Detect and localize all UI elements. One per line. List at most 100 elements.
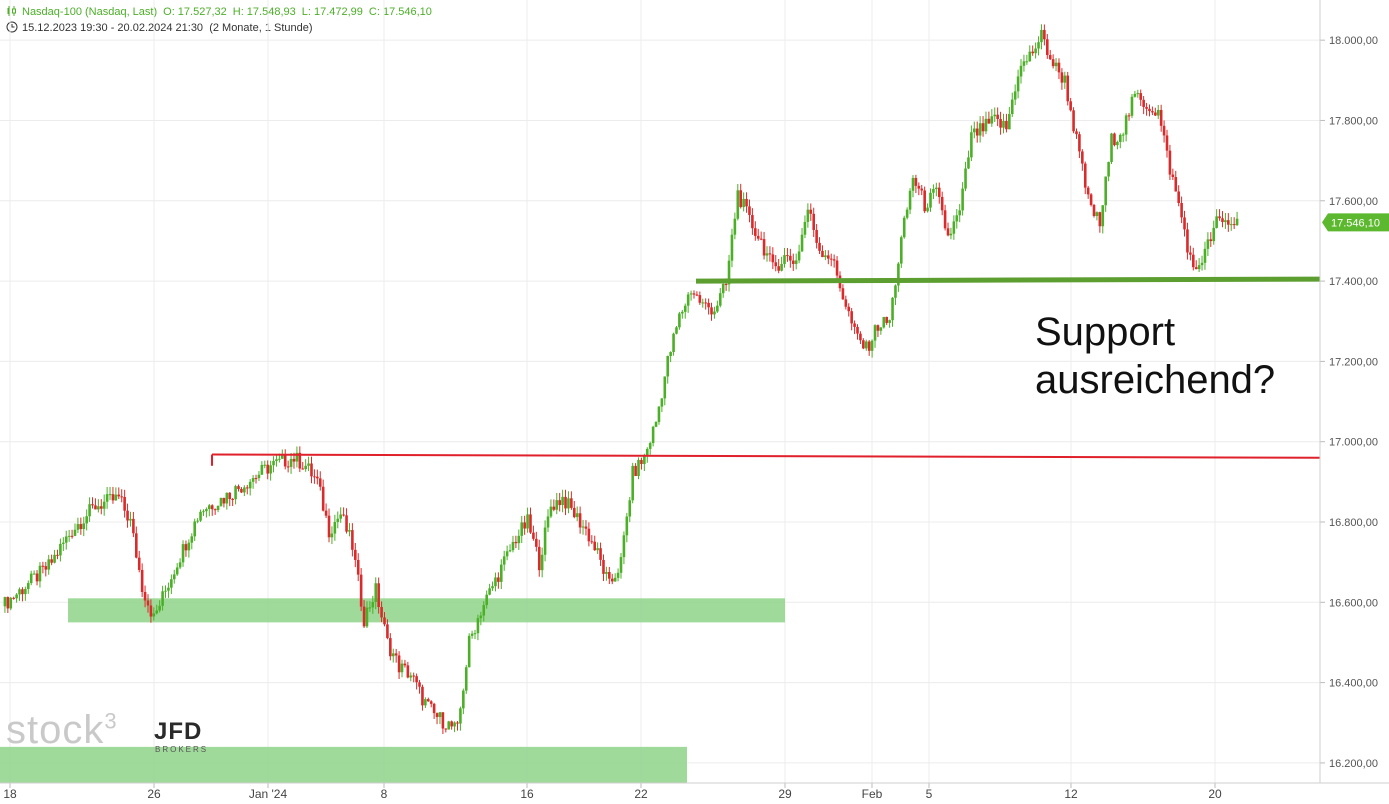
candle-down — [1148, 108, 1151, 112]
candle-down — [345, 515, 348, 532]
candle-up — [1197, 265, 1201, 270]
candle-down — [456, 722, 459, 724]
y-tick-label: 17.400,00 — [1329, 276, 1378, 288]
candle-up — [3, 597, 7, 607]
candle-up — [926, 207, 929, 212]
candle-down — [584, 526, 588, 529]
candle-down — [692, 293, 696, 295]
candle-down — [324, 510, 328, 516]
last-price-badge — [1322, 213, 1389, 232]
candle-up — [888, 320, 891, 323]
candle-down — [1168, 150, 1172, 175]
candle-down — [117, 494, 121, 497]
candle-up — [219, 497, 223, 506]
candle-up — [251, 478, 255, 482]
candle-down — [1060, 72, 1064, 83]
candle-up — [1037, 42, 1040, 49]
candle-up — [196, 520, 199, 522]
candle-down — [751, 215, 754, 229]
candle-down — [41, 565, 45, 567]
candle-down — [123, 496, 126, 511]
candle-up — [467, 635, 471, 668]
candle-up — [339, 514, 342, 519]
candle-up — [272, 460, 275, 466]
candle-down — [321, 486, 325, 511]
candle-up — [864, 341, 868, 349]
candle-down — [111, 494, 115, 501]
candle-down — [1194, 267, 1198, 270]
candle-up — [686, 294, 690, 306]
candle-down — [829, 258, 833, 260]
candle-down — [748, 206, 751, 216]
candle-down — [695, 294, 699, 296]
candle-up — [85, 516, 88, 524]
candle-down — [786, 255, 789, 257]
candle-up — [289, 458, 293, 467]
candle-down — [298, 452, 302, 469]
candles — [3, 24, 1239, 735]
candle-up — [88, 504, 91, 517]
candle-up — [307, 463, 310, 466]
candle-up — [502, 556, 506, 565]
candle-up — [1022, 61, 1026, 66]
candle-up — [248, 481, 252, 489]
candle-down — [237, 486, 240, 489]
candle-down — [608, 572, 611, 579]
candle-down — [94, 505, 97, 510]
candle-up — [470, 633, 474, 636]
candle-up — [225, 492, 229, 504]
candle-down — [590, 541, 594, 543]
candle-down — [946, 228, 950, 236]
candle-down — [318, 478, 322, 487]
candle-up — [462, 690, 465, 709]
y-tick-label: 16.400,00 — [1329, 678, 1378, 690]
candle-up — [1019, 65, 1023, 77]
candle-up — [1206, 239, 1210, 249]
candle-down — [610, 578, 614, 582]
candle-down — [514, 541, 518, 544]
candle-down — [812, 213, 816, 230]
candle-down — [1159, 109, 1163, 126]
candle-down — [245, 487, 249, 489]
candle-up — [783, 255, 786, 264]
candle-down — [523, 522, 526, 529]
x-tick-label: 8 — [381, 787, 388, 801]
candle-up — [499, 564, 503, 582]
candle-down — [283, 454, 287, 467]
candle-up — [199, 511, 202, 521]
candle-up — [905, 209, 909, 218]
candle-up — [181, 544, 185, 563]
candle-down — [353, 549, 357, 560]
candle-up — [672, 333, 675, 353]
candle-up — [1063, 75, 1067, 83]
x-tick-label: 22 — [634, 787, 648, 801]
candle-down — [126, 510, 129, 521]
candle-up — [1133, 93, 1137, 97]
candle-up — [1028, 51, 1032, 62]
candle-down — [739, 190, 743, 208]
candle-down — [756, 235, 760, 239]
candle-up — [1200, 262, 1204, 266]
candle-down — [850, 311, 853, 324]
candle-up — [24, 588, 27, 595]
candle-up — [1016, 76, 1020, 92]
candle-up — [902, 217, 906, 238]
candle-up — [38, 565, 42, 582]
instrument-header: Nasdaq-100 (Nasdaq, Last) O: 17.527,32 H: … — [6, 5, 432, 18]
candle-up — [1110, 133, 1113, 163]
candle-up — [391, 653, 395, 657]
candle-down — [1186, 229, 1189, 253]
candle-up — [187, 542, 191, 551]
candle-down — [529, 514, 532, 533]
candle-up — [716, 305, 719, 312]
candle-up — [613, 577, 617, 582]
candle-down — [1227, 220, 1230, 225]
candle-up — [1013, 91, 1017, 100]
candle-up — [202, 511, 205, 513]
candle-up — [167, 587, 170, 591]
candle-down — [426, 699, 430, 702]
candle-down — [359, 574, 363, 607]
candle-down — [1066, 75, 1070, 102]
candle-down — [301, 468, 305, 470]
